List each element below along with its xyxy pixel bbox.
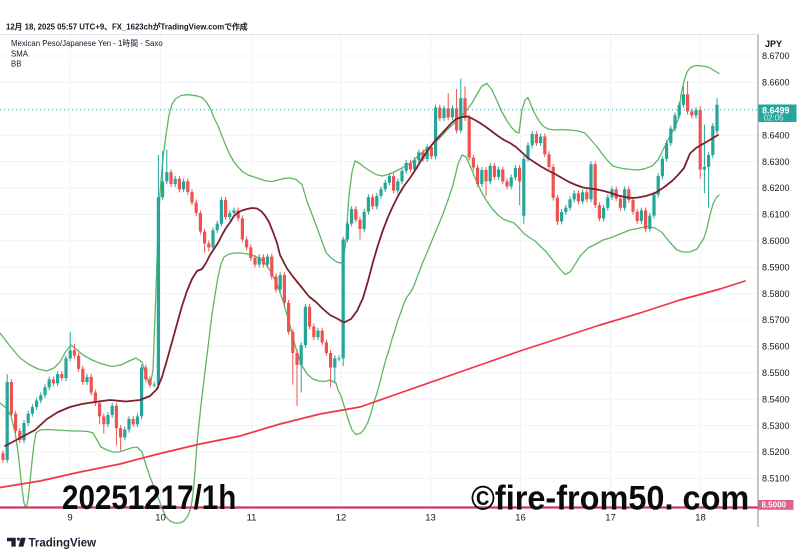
svg-text:8.6200: 8.6200 <box>762 183 790 193</box>
svg-text:8.5900: 8.5900 <box>762 262 790 272</box>
svg-text:8.5100: 8.5100 <box>762 474 790 484</box>
svg-text:8.6100: 8.6100 <box>762 210 790 220</box>
svg-text:8.6499: 8.6499 <box>762 105 790 115</box>
svg-text:9: 9 <box>67 513 72 524</box>
svg-text:8.6600: 8.6600 <box>762 78 790 88</box>
svg-text:20251217/1h: 20251217/1h <box>62 478 236 516</box>
svg-text:8.6300: 8.6300 <box>762 157 790 167</box>
svg-text:12月 18, 2025 05:57 UTC+9、FX_16: 12月 18, 2025 05:57 UTC+9、FX_1623chがTradi… <box>6 22 248 32</box>
svg-text:16: 16 <box>515 513 526 524</box>
svg-text:8.5700: 8.5700 <box>762 315 790 325</box>
svg-text:10: 10 <box>155 513 166 524</box>
svg-text:Mexican Peso/Japanese Yen - 1時: Mexican Peso/Japanese Yen - 1時間 - Saxo <box>11 39 163 48</box>
svg-text:JPY: JPY <box>765 39 782 49</box>
svg-text:8.6700: 8.6700 <box>762 51 790 61</box>
svg-text:12: 12 <box>336 513 347 524</box>
svg-text:8.5500: 8.5500 <box>762 368 790 378</box>
svg-text:13: 13 <box>425 513 436 524</box>
svg-text:02:05: 02:05 <box>764 114 785 123</box>
svg-text:8.6000: 8.6000 <box>762 236 790 246</box>
svg-text:SMA: SMA <box>11 50 29 59</box>
svg-text:8.5600: 8.5600 <box>762 342 790 352</box>
svg-text:11: 11 <box>247 513 257 524</box>
svg-text:8.6400: 8.6400 <box>762 130 790 140</box>
svg-text:8.5200: 8.5200 <box>762 447 790 457</box>
svg-text:8.5400: 8.5400 <box>762 394 790 404</box>
svg-text:17: 17 <box>605 513 616 524</box>
svg-text:BB: BB <box>11 60 21 69</box>
svg-text:8.5000: 8.5000 <box>762 501 787 510</box>
svg-text:8.5800: 8.5800 <box>762 289 790 299</box>
svg-text:18: 18 <box>695 513 706 524</box>
svg-text:©fire-from50. com: ©fire-from50. com <box>471 480 749 518</box>
svg-text:TradingView: TradingView <box>29 538 97 550</box>
svg-text:8.5300: 8.5300 <box>762 421 790 431</box>
